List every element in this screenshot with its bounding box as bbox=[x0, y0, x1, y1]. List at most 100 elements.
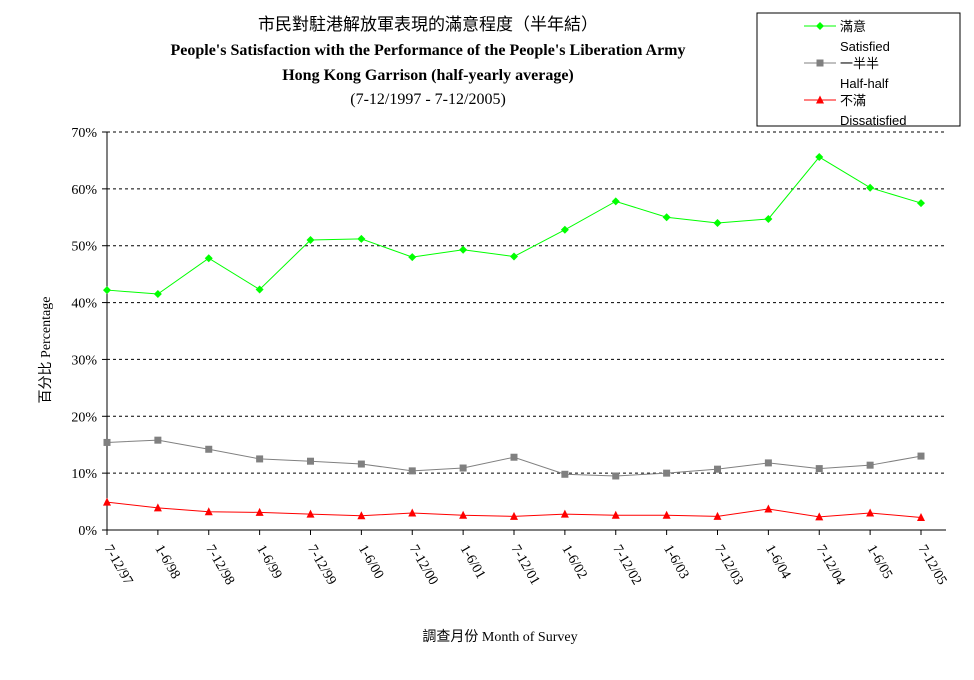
chart-subtitle-line-1: People's Satisfaction with the Performan… bbox=[170, 42, 685, 59]
x-tick-label: 1-6/99 bbox=[253, 543, 284, 582]
data-point-diamond bbox=[816, 22, 824, 30]
data-point-triangle bbox=[560, 509, 569, 518]
y-tick-label: 0% bbox=[78, 524, 97, 539]
data-point-diamond bbox=[510, 252, 518, 261]
data-point-diamond bbox=[153, 290, 162, 299]
y-tick-label: 10% bbox=[71, 467, 97, 482]
data-point-square bbox=[866, 461, 874, 469]
data-point-square bbox=[154, 436, 162, 444]
axes bbox=[106, 132, 946, 531]
data-point-triangle bbox=[510, 511, 518, 520]
x-tick-label: 1-6/02 bbox=[558, 543, 589, 582]
x-tick-label: 7-12/04 bbox=[813, 543, 848, 588]
data-point-square bbox=[714, 465, 721, 473]
x-tick-labels: 7-12/97 1-6/98 7-12/98 1-6/99 7-12/99 1-6/00 7… bbox=[101, 530, 950, 588]
data-point-triangle bbox=[357, 511, 366, 520]
data-point-diamond bbox=[866, 183, 875, 192]
series-dissatisfied bbox=[103, 497, 925, 521]
data-point-triangle bbox=[103, 497, 111, 506]
data-point-triangle bbox=[204, 507, 213, 516]
data-point-triangle bbox=[459, 510, 468, 519]
data-point-triangle bbox=[713, 511, 722, 520]
data-point-triangle bbox=[611, 510, 620, 519]
legend-label: 一半半 bbox=[840, 56, 879, 71]
x-tick-label: 7-12/05 bbox=[915, 543, 950, 588]
x-axis-label: 調查月份 Month of Survey bbox=[422, 629, 577, 645]
x-tick-label: 7-12/97 bbox=[101, 543, 136, 588]
data-point-square bbox=[459, 464, 467, 472]
data-point-diamond bbox=[255, 285, 264, 294]
x-tick-label: 1-6/05 bbox=[864, 543, 895, 582]
data-point-diamond bbox=[357, 234, 366, 243]
data-point-square bbox=[103, 438, 111, 446]
x-tick-label: 7-12/00 bbox=[406, 543, 441, 588]
legend-item: 滿意 Satisfied bbox=[804, 19, 890, 54]
legend-item: 一半半 Half-half bbox=[804, 56, 889, 91]
data-point-square bbox=[764, 459, 772, 467]
x-tick-label: 7-12/01 bbox=[508, 543, 543, 588]
chart-title: 市民對駐港解放軍表現的滿意程度（半年結） bbox=[258, 15, 598, 34]
y-tick-label: 70% bbox=[71, 126, 97, 141]
legend-box bbox=[756, 12, 961, 127]
y-tick-label: 30% bbox=[71, 353, 97, 368]
data-point-triangle bbox=[408, 508, 417, 517]
data-point-diamond bbox=[459, 245, 468, 254]
data-point-triangle bbox=[306, 509, 315, 518]
data-point-triangle bbox=[816, 95, 824, 104]
data-point-square bbox=[205, 445, 213, 453]
legend-label-en: Half-half bbox=[840, 76, 889, 91]
data-point-square bbox=[917, 452, 925, 460]
y-tick-label: 40% bbox=[71, 297, 97, 312]
x-tick-label: 1-6/04 bbox=[762, 543, 793, 582]
legend-label: 滿意 bbox=[840, 19, 866, 34]
data-point-diamond bbox=[306, 236, 315, 245]
x-tick-label: 7-12/03 bbox=[711, 543, 746, 588]
data-point-triangle bbox=[662, 510, 671, 519]
data-point-diamond bbox=[611, 197, 620, 206]
data-point-diamond bbox=[408, 253, 417, 262]
x-tick-label: 1-6/00 bbox=[355, 543, 386, 582]
data-point-square bbox=[256, 455, 264, 463]
series-line bbox=[106, 156, 922, 295]
data-point-diamond bbox=[713, 218, 722, 227]
y-tick-label: 20% bbox=[71, 410, 97, 425]
gridlines bbox=[102, 131, 946, 531]
y-tick-label: 50% bbox=[71, 240, 97, 255]
data-point-triangle bbox=[866, 508, 875, 517]
data-point-diamond bbox=[103, 286, 111, 295]
chart-subtitle-line-3: (7-12/1997 - 7-12/2005) bbox=[350, 91, 506, 108]
data-point-triangle bbox=[815, 512, 824, 521]
data-point-square bbox=[663, 469, 671, 477]
data-point-triangle bbox=[255, 507, 264, 516]
data-point-triangle bbox=[153, 503, 162, 512]
y-axis-label: 百分比 Percentage bbox=[38, 297, 54, 404]
data-point-square bbox=[307, 457, 314, 465]
x-tick-label: 7-12/98 bbox=[202, 543, 237, 588]
data-point-square bbox=[510, 453, 518, 461]
chart-subtitle-line-2: Hong Kong Garrison (half-yearly average) bbox=[282, 67, 574, 84]
legend: 滿意 Satisfied 一半半 Half-half 不滿 Dissatisfied bbox=[804, 19, 906, 128]
data-point-diamond bbox=[560, 225, 569, 234]
x-tick-label: 1-6/98 bbox=[151, 543, 182, 582]
data-point-square bbox=[816, 59, 824, 67]
data-point-triangle bbox=[917, 512, 925, 521]
series-satisfied bbox=[103, 153, 925, 299]
legend-label-en: Satisfied bbox=[840, 39, 890, 54]
legend-item: 不滿 Dissatisfied bbox=[804, 93, 906, 128]
data-point-diamond bbox=[204, 254, 213, 263]
data-point-square bbox=[561, 470, 569, 478]
data-point-square bbox=[612, 472, 620, 480]
x-tick-label: 7-12/99 bbox=[304, 543, 339, 588]
y-tick-labels: 0% 10% 20% 30% 40% 50% 60% 70% bbox=[71, 126, 97, 539]
data-point-diamond bbox=[917, 199, 925, 208]
legend-label: 不滿 bbox=[840, 93, 866, 108]
series-group bbox=[103, 153, 925, 521]
y-tick-label: 60% bbox=[71, 183, 97, 198]
legend-label-en: Dissatisfied bbox=[840, 113, 906, 128]
x-tick-label: 1-6/01 bbox=[457, 543, 488, 582]
data-point-diamond bbox=[662, 213, 671, 222]
data-point-diamond bbox=[764, 214, 773, 223]
x-tick-label: 1-6/03 bbox=[660, 543, 691, 582]
series-half-half bbox=[103, 436, 925, 480]
